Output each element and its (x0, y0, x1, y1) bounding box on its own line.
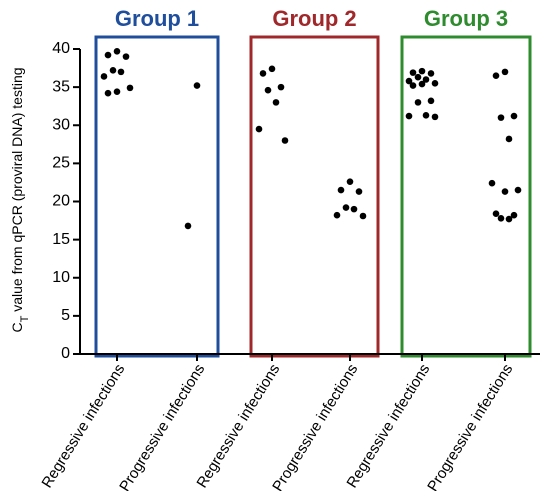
data-point (409, 82, 417, 89)
data-point (333, 211, 341, 219)
y-tick-label: 30 (52, 116, 70, 133)
data-point (113, 88, 121, 95)
group-title: Group 3 (424, 6, 508, 31)
data-point (418, 80, 426, 88)
data-point (342, 204, 350, 211)
x-tick-label: Regressive infections (193, 361, 283, 491)
data-point (492, 210, 500, 217)
data-point (346, 178, 354, 185)
data-point (277, 83, 285, 91)
data-point (501, 68, 509, 76)
y-tick-label: 0 (61, 345, 70, 362)
group-title: Group 1 (115, 6, 199, 31)
data-point (501, 188, 509, 195)
y-tick-label: 15 (52, 231, 70, 248)
data-point (431, 113, 439, 121)
data-point (514, 186, 522, 194)
x-tick-label: Progressive infections (116, 361, 208, 491)
data-point (126, 84, 134, 92)
y-tick-label: 20 (52, 193, 70, 210)
data-point (193, 82, 201, 89)
data-point (488, 179, 496, 187)
data-point (281, 137, 289, 144)
y-tick-label: 10 (52, 269, 70, 286)
data-point (422, 76, 430, 83)
data-point (104, 51, 112, 59)
x-tick-label: Regressive infections (343, 361, 433, 491)
y-axis-label: CT value from qPCR (proviral DNA) testin… (9, 67, 31, 332)
data-point (405, 112, 413, 120)
y-label-sub: T (19, 315, 31, 322)
data-point (272, 99, 280, 106)
data-point (427, 97, 435, 105)
data-point (414, 73, 422, 81)
y-tick-label: 40 (52, 40, 70, 57)
data-point (113, 47, 121, 55)
y-tick-label: 25 (52, 155, 70, 172)
data-point (350, 205, 358, 213)
data-point (355, 188, 363, 195)
data-point (337, 186, 345, 194)
data-point (264, 86, 272, 94)
data-point (359, 212, 367, 220)
y-tick-label: 35 (52, 78, 70, 95)
data-point (510, 211, 518, 219)
data-point (409, 69, 417, 76)
data-point (122, 53, 130, 60)
data-point (268, 65, 276, 73)
data-point (510, 112, 518, 120)
data-point (100, 73, 108, 80)
group-box (94, 35, 220, 358)
data-point (492, 72, 500, 79)
y-label-rest: value from qPCR (proviral DNA) testing (9, 67, 25, 315)
data-point (109, 67, 117, 74)
x-tick-label: Progressive infections (269, 361, 361, 491)
data-point (418, 67, 426, 75)
data-point (259, 70, 267, 77)
x-tick-label: Progressive infections (424, 361, 516, 491)
data-point (405, 77, 413, 85)
data-point (184, 222, 192, 230)
data-point (497, 214, 505, 222)
y-label-base: C (9, 322, 25, 332)
data-point (422, 112, 430, 119)
data-point (431, 80, 439, 87)
data-point (104, 89, 112, 97)
data-point (505, 135, 513, 143)
group-box (400, 35, 532, 358)
y-tick-label: 5 (61, 307, 70, 324)
data-point (505, 215, 513, 223)
data-point (255, 125, 263, 133)
data-point (117, 68, 125, 76)
x-tick-label: Regressive infections (38, 361, 128, 491)
group-box (249, 35, 380, 358)
data-point (497, 114, 505, 121)
data-point (427, 70, 435, 77)
data-point (414, 99, 422, 106)
group-title: Group 2 (272, 6, 356, 31)
